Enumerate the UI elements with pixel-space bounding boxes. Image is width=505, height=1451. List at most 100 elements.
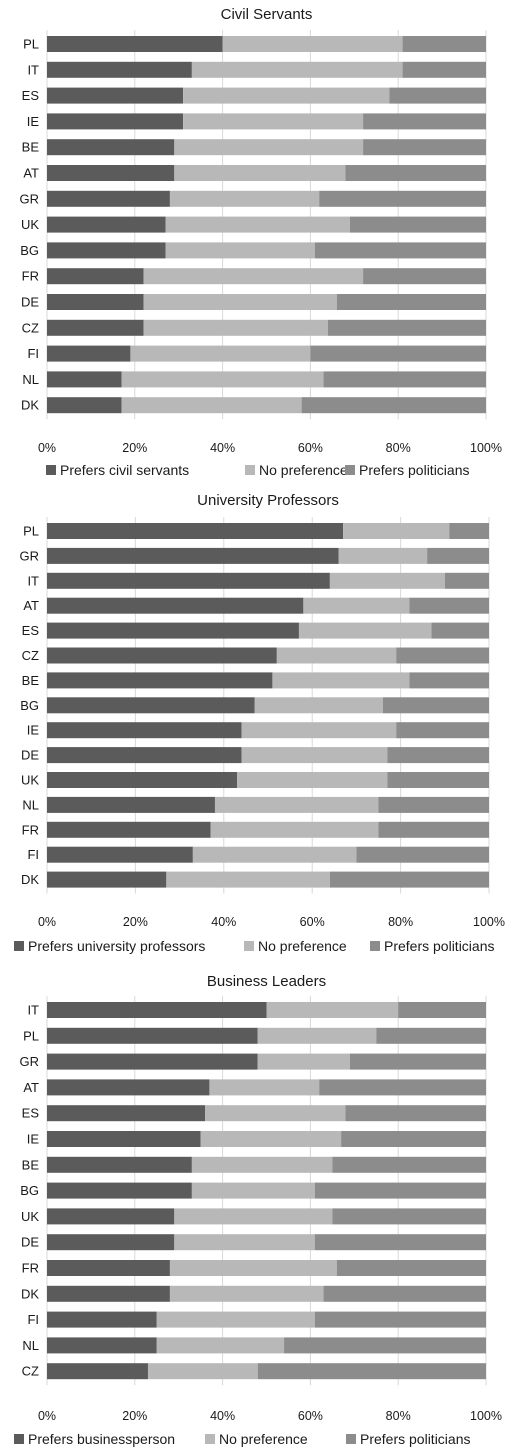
chart-1-x-tick-label: 40% (210, 441, 235, 455)
chart-2-bar-be-series-2 (272, 672, 410, 689)
chart-3-bar-nl-series-3 (284, 1337, 486, 1354)
chart-2-legend-label-3: Prefers politicians (384, 938, 495, 954)
chart-2-title: University Professors (197, 492, 339, 509)
chart-2-bar-gr-series-1 (47, 547, 339, 564)
chart-2-category-label: UK (21, 773, 39, 788)
chart-1-x-tick-label: 0% (38, 441, 56, 455)
chart-3-category-label: CZ (22, 1364, 39, 1379)
chart-1-bar-ie-series-3 (363, 113, 486, 130)
chart-1-bar-be-series-2 (174, 139, 364, 156)
chart-1-category-label: IT (27, 62, 39, 77)
chart-3-bar-dk-series-2 (169, 1285, 324, 1302)
chart-1-category-label: CZ (22, 320, 39, 335)
chart-1-bar-de-series-2 (143, 294, 337, 310)
chart-1-bar-es-series-3 (389, 87, 486, 104)
chart-3-bar-pl-series-3 (376, 1027, 486, 1044)
chart-2-bar-ie-series-3 (396, 722, 489, 739)
chart-3-bar-fr-series-1 (47, 1260, 170, 1276)
chart-2-category-label: FI (27, 847, 39, 862)
chart-3-bar-fr-series-3 (336, 1260, 486, 1276)
chart-1-bar-ie-series-1 (47, 113, 184, 130)
chart-2-bar-it-series-2 (329, 572, 445, 589)
chart-1-bar-fr-series-2 (143, 268, 364, 285)
chart-1-legend-swatch-3 (345, 465, 355, 475)
chart-2-bar-de-series-1 (47, 747, 242, 764)
chart-3-category-label: BG (20, 1183, 39, 1198)
chart-2-bar-be-series-1 (47, 672, 273, 689)
chart-1-bar-fr-series-3 (363, 268, 486, 285)
chart-1-bar-be-series-3 (363, 139, 486, 156)
chart-1-category-label: AT (23, 166, 39, 181)
chart-2-bar-uk-series-1 (47, 772, 238, 788)
chart-2-bar-fi-series-1 (47, 846, 193, 863)
chart-2-category-label: FR (22, 822, 39, 837)
chart-2-bar-es-series-1 (47, 622, 299, 639)
chart-3-bar-fr-series-2 (169, 1260, 337, 1276)
chart-2-x-tick-label: 0% (38, 915, 56, 929)
chart-3-bar-bg-series-2 (191, 1182, 315, 1199)
chart-3-bar-at-series-2 (209, 1079, 320, 1096)
chart-2-bar-cz-series-3 (396, 647, 489, 664)
chart-3-category-label: FI (27, 1312, 39, 1327)
chart-3-bar-cz-series-1 (47, 1363, 148, 1380)
chart-2-bar-pl-series-1 (47, 523, 344, 539)
chart-2-bar-fr-series-3 (378, 821, 489, 838)
chart-3-bar-ie-series-3 (341, 1131, 486, 1147)
chart-3-bar-nl-series-1 (47, 1337, 157, 1354)
chart-1-bar-dk-series-2 (121, 397, 302, 414)
chart-2-bar-pl-series-2 (343, 523, 450, 539)
chart-2-bar-fi-series-2 (192, 846, 357, 863)
chart-1-bar-fi-series-2 (130, 345, 311, 362)
chart-3-x-tick-label: 40% (210, 1409, 235, 1423)
chart-1-bar-pl-series-1 (47, 36, 223, 52)
chart-1-x-tick-label: 80% (386, 441, 411, 455)
chart-1-bar-nl-series-1 (47, 371, 122, 388)
chart-1-category-label: ES (22, 88, 40, 103)
chart-1-bar-cz-series-1 (47, 319, 144, 336)
chart-1-bar-gr-series-2 (169, 190, 320, 207)
chart-1-bar-it-series-2 (191, 61, 403, 78)
chart-2-bar-bg-series-2 (254, 697, 383, 714)
chart-3-bar-be-series-3 (332, 1156, 486, 1173)
chart-2-legend-swatch-1 (14, 941, 24, 951)
chart-2-bar-gr-series-2 (338, 547, 428, 564)
chart-2-legend-label-1: Prefers university professors (28, 938, 205, 954)
chart-2-category-label: AT (23, 598, 39, 613)
chart-2-bar-at-series-2 (303, 597, 410, 614)
chart-2-bar-at-series-3 (409, 597, 489, 614)
chart-1-legend-label-2: No preference (259, 462, 348, 478)
chart-2-bar-fr-series-1 (47, 821, 211, 838)
chart-1-bar-cz-series-2 (143, 319, 328, 336)
chart-2-category-label: PL (23, 524, 39, 539)
chart-3-bar-pl-series-1 (47, 1027, 258, 1044)
chart-3-bar-es-series-1 (47, 1105, 206, 1122)
chart-2-legend-swatch-2 (244, 941, 254, 951)
chart-3-category-label: UK (21, 1209, 39, 1224)
chart-1-legend-label-3: Prefers politicians (359, 462, 470, 478)
chart-1-bar-dk-series-1 (47, 397, 122, 414)
chart-1-category-label: FI (27, 346, 39, 361)
chart-3-bar-gr-series-2 (257, 1053, 350, 1070)
chart-1-bar-bg-series-3 (314, 242, 486, 259)
chart-2-x-tick-label: 20% (123, 915, 148, 929)
chart-1-bar-bg-series-1 (47, 242, 166, 259)
chart-1-bar-fi-series-1 (47, 345, 131, 362)
chart-2-bar-uk-series-2 (237, 772, 388, 788)
chart-2-bar-it-series-3 (444, 572, 489, 589)
chart-1-legend-swatch-1 (46, 465, 56, 475)
chart-3-bar-dk-series-1 (47, 1285, 170, 1302)
chart-1-bar-fi-series-3 (310, 345, 486, 362)
chart-3-legend-swatch-2 (205, 1434, 215, 1444)
chart-1-bar-de-series-3 (336, 294, 486, 310)
chart-2-category-label: ES (22, 623, 40, 638)
chart-2-bar-nl-series-3 (378, 796, 489, 813)
chart-2-category-label: BE (22, 673, 40, 688)
chart-3-x-tick-label: 100% (470, 1409, 502, 1423)
chart-2-category-label: DE (21, 748, 39, 763)
chart-2-bar-ie-series-2 (241, 722, 397, 739)
chart-2-category-label: IE (27, 723, 40, 738)
chart-2-bar-it-series-1 (47, 572, 330, 589)
chart-3-bar-at-series-3 (319, 1079, 486, 1096)
chart-2-category-label: NL (22, 797, 39, 812)
chart-3-bar-it-series-3 (398, 1002, 486, 1018)
